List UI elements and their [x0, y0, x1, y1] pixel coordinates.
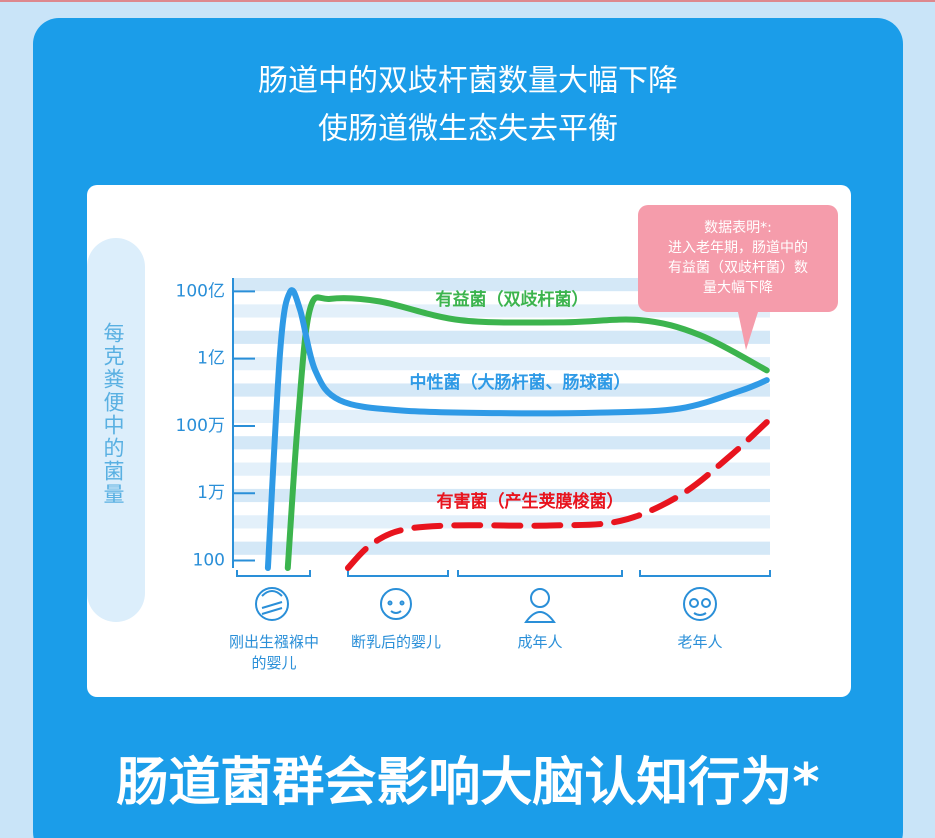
y-tick-label: 1万	[197, 483, 225, 503]
stage-icons	[255, 587, 717, 623]
plot-stripe	[233, 330, 770, 344]
title-line: 使肠道微生态失去平衡	[318, 112, 618, 147]
callout-text: 进入老年期，肠道中的	[668, 240, 808, 256]
y-axis-label: 每克粪便中的菌量	[101, 322, 125, 506]
stage-label: 成年人	[517, 633, 563, 651]
title-line: 肠道中的双歧杆菌数量大幅下降	[258, 64, 678, 99]
y-tick-label: 100	[193, 551, 225, 571]
stage-label: 老年人	[677, 633, 723, 651]
stage-bracket	[347, 570, 449, 577]
stage-label: 断乳后的婴儿	[350, 633, 441, 651]
plot-stripe	[233, 357, 770, 371]
plot-stripe	[233, 278, 770, 292]
callout-text: 有益菌（双歧杆菌）数	[668, 260, 808, 276]
series-label: 有害菌（产生荚膜梭菌）	[437, 491, 624, 512]
callout-box	[638, 205, 838, 350]
plot-stripe	[233, 304, 770, 318]
callout-text: 量大幅下降	[703, 280, 773, 296]
series-line	[264, 287, 770, 571]
series-line	[344, 419, 770, 571]
stage-bracket	[236, 570, 311, 577]
plot-stripe	[233, 462, 770, 476]
y-tick-label: 100万	[176, 416, 225, 436]
series-label: 中性菌（大肠杆菌、肠球菌）	[410, 372, 631, 393]
stage-bracket	[639, 570, 771, 577]
series-line	[284, 294, 770, 571]
y-label-pill	[87, 238, 145, 622]
stage-bracket	[457, 570, 623, 577]
y-tick-label: 1亿	[197, 349, 225, 369]
plot-stripe	[233, 488, 770, 503]
plot-stripe	[233, 383, 770, 397]
headline: 肠道菌群会影响大脑认知行为*	[116, 753, 819, 813]
callout-text: 数据表明*:	[704, 220, 772, 236]
stage-label: 刚出生襁褓中的婴儿	[228, 633, 319, 672]
plot-stripe	[233, 436, 770, 450]
y-tick-label: 100亿	[176, 281, 225, 301]
series-label: 有益菌（双歧杆菌）	[436, 289, 589, 310]
plot-stripe	[233, 541, 770, 555]
